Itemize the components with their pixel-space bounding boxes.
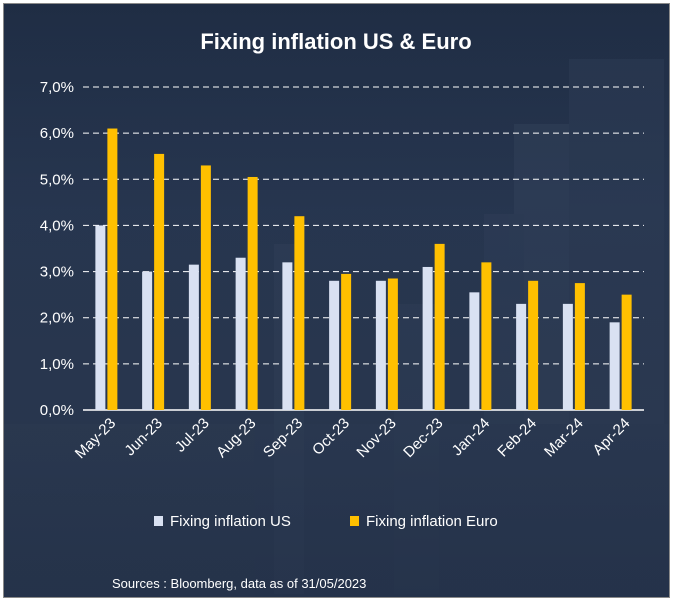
inflation-chart: Fixing inflation US & Euro 0,0% 1,0% 2,0% 3… [4,4,669,597]
bars [95,128,632,410]
grid-lines [83,86,644,411]
bar-us [282,262,293,410]
chart-title: Fixing inflation US & Euro [200,29,471,54]
bar-euro [574,283,585,410]
bar-us [562,303,573,410]
bar-euro [528,280,539,410]
bar-us [469,292,480,410]
legend-swatch-euro [350,516,359,526]
bar-euro [341,273,352,410]
bar-euro [621,294,632,410]
bar-euro [200,165,211,410]
bar-euro [247,176,258,410]
bar-euro [107,128,118,410]
bar-us [375,280,386,410]
y-tick-label: 2,0% [40,310,74,327]
y-tick-label: 0,0% [40,402,74,419]
bar-us [516,303,527,410]
legend-label-euro: Fixing inflation Euro [366,513,498,530]
y-tick-label: 6,0% [40,125,74,142]
bar-us [609,322,620,410]
bar-us [95,225,106,410]
legend-label-us: Fixing inflation US [170,513,291,530]
y-tick-label: 1,0% [40,356,74,373]
bar-us [422,266,433,410]
bar-euro [387,278,398,410]
y-tick-label: 3,0% [40,264,74,281]
bar-us [235,257,246,410]
bar-euro [481,262,492,410]
bar-euro [434,243,445,410]
y-tick-label: 7,0% [40,79,74,96]
y-tick-label: 4,0% [40,217,74,234]
legend: Fixing inflation US Fixing inflation Eur… [154,513,498,530]
bar-us [329,280,340,410]
bar-euro [154,153,165,410]
y-tick-label: 5,0% [40,171,74,188]
chart-frame: Fixing inflation US & Euro 0,0% 1,0% 2,0% 3… [3,3,670,598]
bar-us [188,264,199,410]
legend-swatch-us [154,516,163,526]
bar-euro [294,216,305,410]
y-axis-ticks: 0,0% 1,0% 2,0% 3,0% 4,0% 5,0% 6,0% 7,0% [40,79,74,419]
source-note: Sources : Bloomberg, data as of 31/05/20… [112,576,366,591]
bar-us [142,271,153,410]
